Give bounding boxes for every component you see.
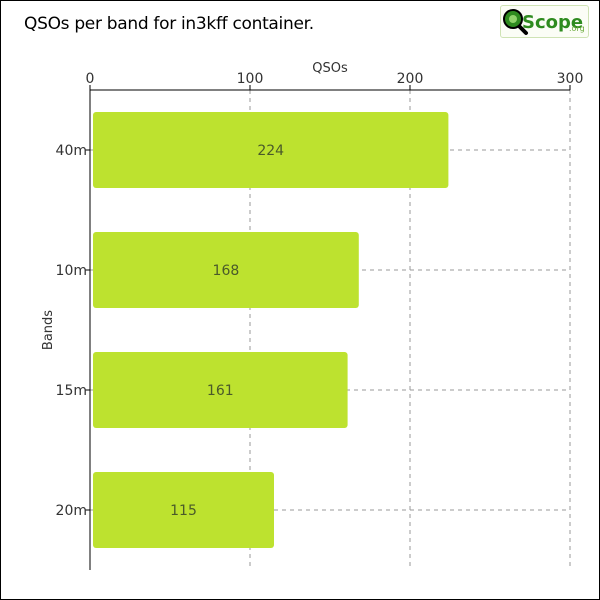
- bar-label-10m: 168: [213, 263, 240, 279]
- qscope-logo[interactable]: Scope .org: [500, 5, 589, 38]
- logo-suffix: .org: [569, 24, 585, 33]
- x-tick-label-1: 100: [237, 71, 264, 87]
- y-axis-title: Bands: [41, 310, 56, 350]
- bar-10m[interactable]: [93, 232, 359, 308]
- y-tick-label-15m: 15m: [56, 383, 87, 399]
- bar-15m[interactable]: [93, 352, 348, 428]
- bar-40m[interactable]: [93, 112, 449, 188]
- y-tick-label-40m: 40m: [56, 143, 87, 159]
- magnifier-icon: [503, 9, 528, 35]
- y-tick-label-10m: 10m: [56, 263, 87, 279]
- bar-label-40m: 224: [257, 143, 284, 159]
- bar-20m[interactable]: [93, 472, 274, 548]
- axes: 0 100 200 300 40m 10m 15m 20m: [56, 71, 584, 570]
- x-tick-label-3: 300: [557, 71, 584, 87]
- y-tick-label-20m: 20m: [56, 503, 87, 519]
- chart-title: QSOs per band for in3kff container.: [24, 14, 314, 34]
- bar-label-15m: 161: [207, 383, 234, 399]
- x-axis-title: QSOs: [312, 61, 348, 76]
- logo-text: Scope: [522, 12, 583, 33]
- x-tick-label-0: 0: [86, 71, 95, 87]
- bars: 224 168 161 115: [93, 112, 449, 548]
- x-tick-label-2: 200: [397, 71, 424, 87]
- bar-label-20m: 115: [170, 503, 197, 519]
